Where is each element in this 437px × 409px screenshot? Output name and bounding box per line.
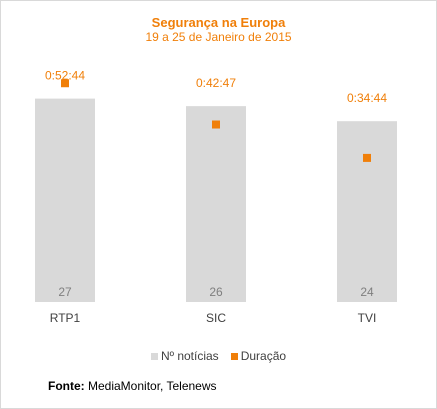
category-label: SIC xyxy=(206,311,226,325)
chart-plot: 27 RTP1 0:52:44 26 SIC 0:42:47 24 TVI 0:34:44 xyxy=(35,69,397,325)
duration-label: 0:34:44 xyxy=(347,91,387,105)
bar-sic xyxy=(186,106,246,302)
legend-item-news-count: Nº notícias xyxy=(150,349,219,363)
legend-label-duration: Duração xyxy=(240,349,287,363)
duration-label: 0:52:44 xyxy=(45,69,85,83)
legend-swatch-duration xyxy=(230,352,238,360)
duration-marker-sic xyxy=(212,120,220,129)
chart-legend: Nº notícias Duração xyxy=(0,349,437,363)
duration-marker-rtp1 xyxy=(61,79,69,88)
bar-value-label: 24 xyxy=(360,285,374,299)
chart-subtitle: 19 a 25 de Janeiro de 2015 xyxy=(145,30,292,44)
chart-title: Segurança na Europa xyxy=(151,15,286,30)
category-label: TVI xyxy=(358,311,377,325)
bar-rtp1 xyxy=(35,98,95,302)
duration-marker-tvi xyxy=(363,153,371,162)
bar-value-label: 27 xyxy=(58,285,72,299)
source-label: Fonte: xyxy=(48,379,85,393)
legend-swatch-news-count xyxy=(150,352,158,360)
bar-value-label: 26 xyxy=(209,285,223,299)
legend-item-duration: Duração xyxy=(230,349,287,363)
duration-label: 0:42:47 xyxy=(196,76,236,90)
bar-tvi xyxy=(337,121,397,302)
source-note: Fonte: MediaMonitor, Telenews xyxy=(48,379,217,393)
legend-label-news-count: Nº notícias xyxy=(160,349,219,363)
category-label: RTP1 xyxy=(50,311,81,325)
source-text: MediaMonitor, Telenews xyxy=(88,379,217,393)
